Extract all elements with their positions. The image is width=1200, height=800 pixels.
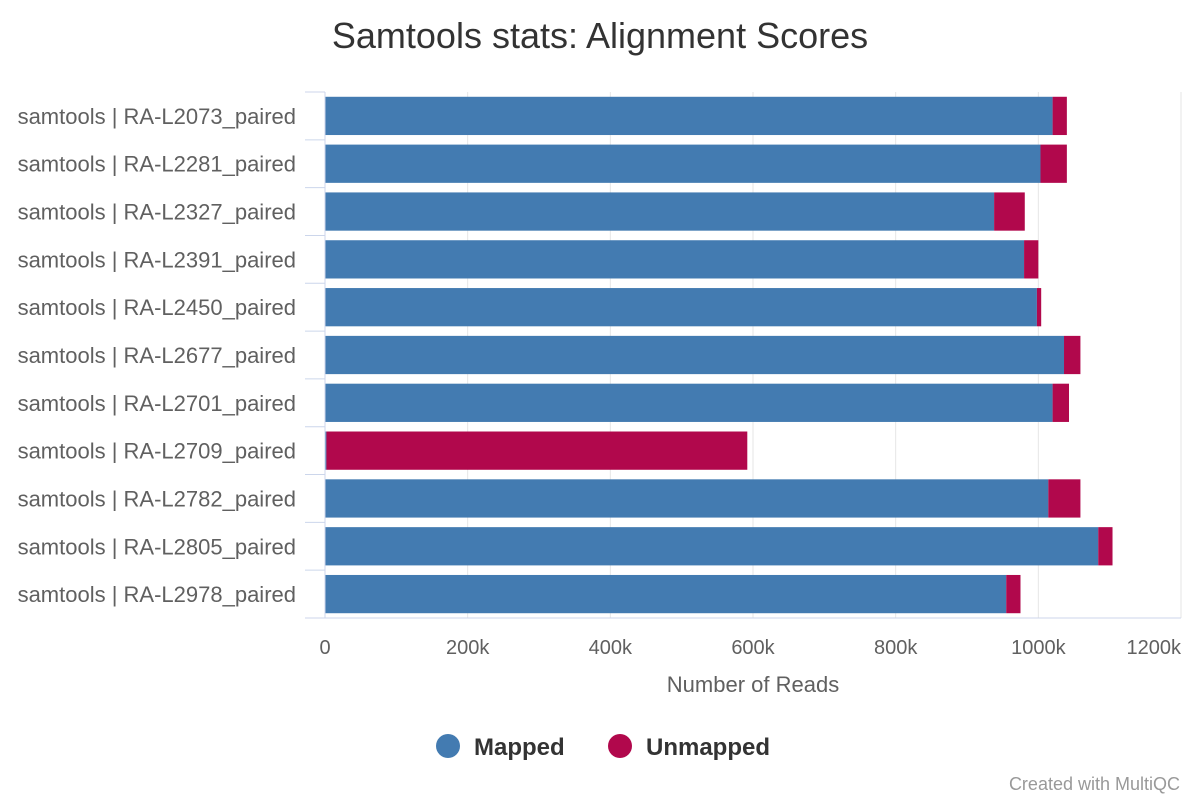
legend-item-unmapped[interactable]: Unmapped	[608, 734, 770, 761]
legend-marker	[608, 734, 632, 758]
category-label: samtools | RA-L2805_paired	[18, 534, 296, 559]
x-tick-label: 1000k	[1011, 637, 1066, 659]
bar-mapped	[325, 288, 1037, 327]
category-label: samtools | RA-L2709_paired	[18, 439, 296, 464]
bar-mapped	[325, 431, 327, 470]
x-tick-label: 400k	[589, 637, 633, 659]
bar-unmapped	[1040, 144, 1067, 183]
category-label: samtools | RA-L2677_paired	[18, 343, 296, 368]
bar-mapped	[325, 383, 1053, 422]
bar-mapped	[325, 240, 1025, 279]
bar-series	[325, 96, 1113, 614]
legend-item-mapped[interactable]: Mapped	[436, 734, 565, 761]
bar-unmapped	[994, 192, 1025, 231]
bar-unmapped	[1048, 479, 1081, 518]
bar-mapped	[325, 335, 1065, 375]
category-label: samtools | RA-L2391_paired	[18, 247, 296, 272]
bar-unmapped	[326, 431, 748, 470]
chart-title: Samtools stats: Alignment Scores	[332, 15, 868, 56]
x-axis-title: Number of Reads	[667, 672, 839, 697]
bar-unmapped	[1052, 383, 1070, 422]
x-tick-label: 600k	[731, 637, 775, 659]
bar-mapped	[325, 144, 1041, 183]
bar-mapped	[325, 96, 1053, 136]
x-tick-label: 800k	[874, 637, 918, 659]
category-label: samtools | RA-L2327_paired	[18, 200, 296, 225]
bar-unmapped	[1024, 240, 1039, 279]
x-tick-label: 1200k	[1127, 637, 1182, 659]
category-label: samtools | RA-L2281_paired	[18, 152, 296, 177]
legend-label: Mapped	[474, 734, 565, 761]
bar-mapped	[325, 479, 1049, 518]
bar-unmapped	[1098, 527, 1113, 566]
category-axis: samtools | RA-L2073_paired samtools | RA-…	[18, 91, 326, 619]
x-tick-label: 0	[319, 637, 330, 659]
category-label: samtools | RA-L2450_paired	[18, 295, 296, 320]
bar-mapped	[325, 527, 1099, 566]
category-label: samtools | RA-L2073_paired	[18, 104, 296, 129]
bar-unmapped	[1064, 335, 1081, 375]
legend: Mapped Unmapped	[436, 734, 770, 761]
bar-unmapped	[1052, 96, 1067, 136]
legend-marker	[436, 734, 460, 758]
x-tick-label: 200k	[446, 637, 490, 659]
category-label: samtools | RA-L2978_paired	[18, 582, 296, 607]
bar-mapped	[325, 192, 995, 231]
legend-label: Unmapped	[646, 734, 770, 761]
bar-mapped	[325, 574, 1007, 614]
bar-unmapped	[1036, 288, 1042, 327]
credit-text: Created with MultiQC	[1009, 774, 1180, 794]
value-axis: 0 200k 400k 600k 800k 1000k 1200k	[306, 617, 1182, 659]
category-label: samtools | RA-L2782_paired	[18, 486, 296, 511]
category-label: samtools | RA-L2701_paired	[18, 391, 296, 416]
bar-unmapped	[1006, 574, 1021, 614]
